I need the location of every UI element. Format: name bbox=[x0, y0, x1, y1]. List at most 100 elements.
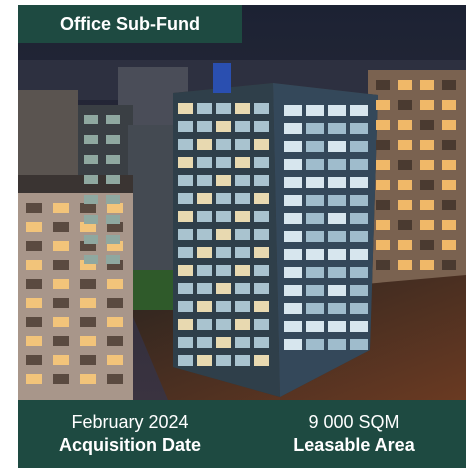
window bbox=[235, 139, 250, 150]
window bbox=[80, 374, 96, 384]
window bbox=[306, 249, 324, 260]
window bbox=[80, 317, 96, 327]
window bbox=[235, 211, 250, 222]
window bbox=[306, 267, 324, 278]
window bbox=[306, 123, 324, 134]
window bbox=[398, 100, 412, 110]
window bbox=[216, 103, 231, 114]
window bbox=[420, 140, 434, 150]
window bbox=[178, 139, 193, 150]
window bbox=[26, 355, 42, 365]
window bbox=[235, 229, 250, 240]
window bbox=[84, 155, 98, 164]
window bbox=[376, 220, 390, 230]
window bbox=[442, 100, 456, 110]
window bbox=[254, 139, 269, 150]
window bbox=[106, 235, 120, 244]
window bbox=[306, 231, 324, 242]
window bbox=[328, 141, 346, 152]
window bbox=[328, 231, 346, 242]
window bbox=[178, 283, 193, 294]
window bbox=[80, 222, 96, 232]
window bbox=[84, 215, 98, 224]
window bbox=[420, 160, 434, 170]
window bbox=[53, 279, 69, 289]
window bbox=[254, 265, 269, 276]
window bbox=[420, 180, 434, 190]
window bbox=[350, 159, 368, 170]
window bbox=[26, 260, 42, 270]
window bbox=[178, 301, 193, 312]
window bbox=[350, 123, 368, 134]
window bbox=[306, 321, 324, 332]
window bbox=[350, 303, 368, 314]
window bbox=[235, 193, 250, 204]
window bbox=[284, 177, 302, 188]
window bbox=[235, 175, 250, 186]
window bbox=[178, 193, 193, 204]
window bbox=[53, 222, 69, 232]
window bbox=[420, 240, 434, 250]
window bbox=[306, 105, 324, 116]
window bbox=[197, 103, 212, 114]
window bbox=[284, 303, 302, 314]
window bbox=[106, 215, 120, 224]
window bbox=[398, 80, 412, 90]
window bbox=[84, 255, 98, 264]
window bbox=[216, 229, 231, 240]
window bbox=[284, 285, 302, 296]
window bbox=[284, 123, 302, 134]
window bbox=[26, 203, 42, 213]
window bbox=[26, 222, 42, 232]
window bbox=[235, 283, 250, 294]
window bbox=[197, 139, 212, 150]
window bbox=[328, 195, 346, 206]
window bbox=[306, 213, 324, 224]
window bbox=[284, 321, 302, 332]
window bbox=[178, 265, 193, 276]
photo bbox=[18, 5, 466, 400]
window bbox=[26, 241, 42, 251]
window bbox=[254, 103, 269, 114]
window bbox=[216, 283, 231, 294]
window bbox=[26, 279, 42, 289]
window bbox=[84, 235, 98, 244]
window bbox=[197, 121, 212, 132]
window bbox=[284, 159, 302, 170]
window bbox=[328, 285, 346, 296]
window bbox=[53, 260, 69, 270]
window bbox=[376, 260, 390, 270]
window bbox=[376, 120, 390, 130]
window bbox=[284, 105, 302, 116]
window bbox=[106, 255, 120, 264]
window bbox=[235, 247, 250, 258]
window bbox=[235, 121, 250, 132]
window bbox=[328, 177, 346, 188]
sign bbox=[213, 63, 231, 93]
window bbox=[306, 177, 324, 188]
window bbox=[106, 135, 120, 144]
window bbox=[306, 285, 324, 296]
window bbox=[254, 247, 269, 258]
window bbox=[197, 265, 212, 276]
window bbox=[254, 193, 269, 204]
window bbox=[197, 157, 212, 168]
window bbox=[398, 120, 412, 130]
window bbox=[328, 105, 346, 116]
window bbox=[398, 220, 412, 230]
window bbox=[328, 249, 346, 260]
window bbox=[442, 260, 456, 270]
window bbox=[254, 121, 269, 132]
window bbox=[420, 120, 434, 130]
window bbox=[442, 140, 456, 150]
window bbox=[254, 157, 269, 168]
window bbox=[197, 319, 212, 330]
window bbox=[420, 80, 434, 90]
window bbox=[420, 220, 434, 230]
window bbox=[107, 279, 123, 289]
window bbox=[107, 336, 123, 346]
window bbox=[53, 355, 69, 365]
window bbox=[197, 355, 212, 366]
window bbox=[26, 317, 42, 327]
